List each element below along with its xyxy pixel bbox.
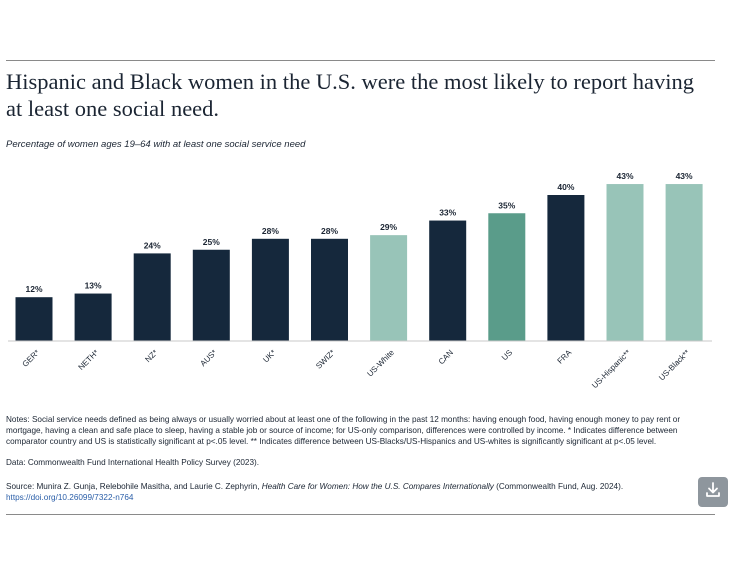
x-tick-label: US-Hispanic** xyxy=(590,348,632,390)
x-tick-label: AUS* xyxy=(198,348,218,368)
bar xyxy=(547,195,585,341)
bar xyxy=(133,253,171,341)
download-button[interactable] xyxy=(698,477,728,507)
source-suffix: (Commonwealth Fund, Aug. 2024). xyxy=(493,482,624,491)
x-tick-label: NZ* xyxy=(143,348,159,364)
download-icon xyxy=(704,481,722,504)
x-tick-labels-group: GER* NETH* NZ* AUS* UK* SWIZ* US-White CAN US FRA… xyxy=(21,348,692,391)
x-tick-label: US-White xyxy=(365,348,396,379)
bar-value-label: 43% xyxy=(676,171,693,181)
x-tick-label: UK* xyxy=(261,348,277,364)
bar-value-label: 28% xyxy=(262,226,279,236)
bar xyxy=(606,184,644,341)
x-tick-label: US-Black** xyxy=(657,348,691,382)
bar-value-label: 13% xyxy=(85,281,102,291)
chart-notes: Notes: Social service needs defined as b… xyxy=(6,415,681,446)
bar-value-label: 35% xyxy=(498,200,515,210)
bar xyxy=(370,235,408,341)
source-prefix: Source: Munira Z. Gunja, Relebohile Masi… xyxy=(6,482,262,491)
chart-subtitle: Percentage of women ages 19–64 with at l… xyxy=(6,139,306,150)
bars-group xyxy=(15,184,703,341)
top-divider xyxy=(6,60,715,61)
x-tick-label: NETH* xyxy=(77,348,101,372)
bar-value-label: 40% xyxy=(557,182,574,192)
x-tick-label: CAN xyxy=(437,348,455,366)
bar xyxy=(429,220,467,341)
x-tick-label: GER* xyxy=(21,348,42,369)
bar-value-label: 43% xyxy=(616,171,633,181)
bar xyxy=(192,249,230,341)
bottom-divider xyxy=(6,514,715,515)
bar-value-label: 24% xyxy=(144,240,161,250)
bar-value-label: 28% xyxy=(321,226,338,236)
chart-title: Hispanic and Black women in the U.S. wer… xyxy=(6,69,694,121)
bar xyxy=(488,213,526,341)
bar xyxy=(311,238,348,341)
bar xyxy=(74,293,112,341)
source-book-title: Health Care for Women: How the U.S. Comp… xyxy=(261,482,494,491)
bar-value-label: 25% xyxy=(203,237,220,247)
value-labels-group: 12% 13% 24% 25% 28% 28% 29% 33% 35% 40% 43% 43% xyxy=(25,171,693,294)
bar-value-label: 12% xyxy=(25,284,42,294)
x-tick-label: FRA xyxy=(556,348,574,366)
bar-value-label: 29% xyxy=(380,222,397,232)
doi-link[interactable]: https://doi.org/10.26099/7322-n764 xyxy=(6,493,134,502)
x-tick-label: US xyxy=(500,348,514,362)
bar xyxy=(15,297,53,341)
bar xyxy=(665,184,703,341)
bar xyxy=(251,238,289,341)
x-tick-label: SWIZ* xyxy=(314,348,337,371)
source-citation: Source: Munira Z. Gunja, Relebohile Masi… xyxy=(6,481,686,503)
bar-value-label: 33% xyxy=(439,208,456,218)
bar-chart: 12% 13% 24% 25% 28% 28% 29% 33% 35% 40% 43% 43% GER… xyxy=(8,171,712,391)
data-source: Data: Commonwealth Fund International He… xyxy=(6,458,260,467)
